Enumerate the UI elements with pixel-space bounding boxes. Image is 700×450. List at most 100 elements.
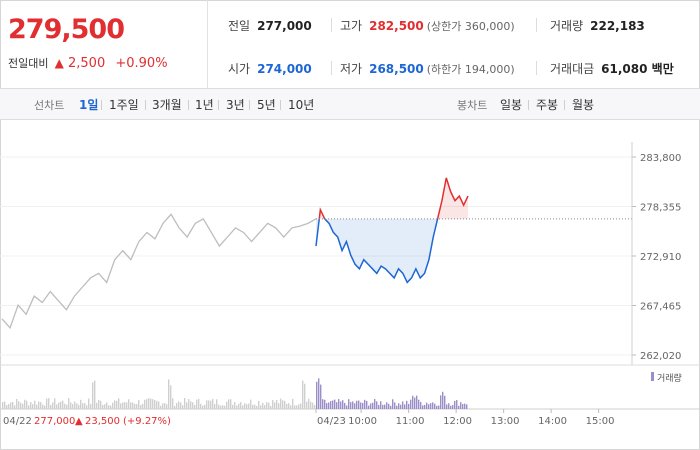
footer-date: 04/22 — [3, 416, 32, 427]
prev-volume-bar — [172, 398, 174, 409]
prev-volume-bar — [294, 405, 296, 409]
volume-bar — [398, 403, 400, 409]
volume-bar — [350, 402, 352, 409]
prev-volume-bar — [6, 405, 8, 409]
volume-bar — [334, 399, 336, 409]
x-tick-label: 13:00 — [491, 416, 520, 427]
y-tick-label: 283,800 — [640, 153, 681, 164]
prev-volume-bar — [40, 402, 42, 409]
today-series — [315, 177, 469, 284]
prev-volume-bar — [16, 398, 18, 409]
volume-bar — [430, 403, 432, 409]
low-value: 268,500 — [369, 62, 424, 76]
prev-volume-bar — [280, 398, 282, 409]
prev-volume-bar — [14, 405, 16, 409]
prev-volume-bar — [124, 402, 126, 409]
candle-weekly[interactable]: 주봉 — [536, 98, 559, 112]
divider — [249, 100, 250, 110]
prev-volume-bar — [242, 405, 244, 409]
period-3m[interactable]: 3개월 — [152, 98, 182, 112]
volume-panel — [0, 364, 700, 410]
lower-limit: (하한가 194,000) — [426, 63, 515, 76]
high-value: 282,500 — [369, 19, 424, 33]
prev-volume-bar — [144, 399, 146, 409]
volume-bar — [344, 402, 346, 409]
prev-volume-bar — [224, 405, 226, 409]
prev-volume-bar — [260, 405, 262, 409]
volume-bar — [410, 399, 412, 409]
period-1w[interactable]: 1주일 — [109, 98, 139, 112]
volume-bar — [412, 395, 414, 409]
volume-bar — [424, 404, 426, 409]
period-10y[interactable]: 10년 — [288, 98, 315, 112]
prev-volume-bar — [186, 402, 188, 409]
prev-volume-bar — [90, 404, 92, 409]
candle-monthly[interactable]: 월봉 — [572, 98, 595, 112]
period-5y[interactable]: 5년 — [257, 98, 276, 112]
up-line — [436, 177, 469, 219]
prev-volume-bar — [298, 404, 300, 409]
prev-volume-bar — [76, 403, 78, 409]
volume-bar — [422, 405, 424, 409]
prev-volume-bar — [302, 380, 304, 409]
volume-bar — [368, 405, 370, 409]
prev-volume-bar — [130, 402, 132, 409]
candle-chart-label: 봉차트 — [457, 99, 488, 112]
prev-volume-bar — [4, 401, 6, 409]
prev-day-line — [1, 213, 317, 330]
x-tick-label: 12:00 — [443, 416, 472, 427]
volume-bar — [432, 402, 434, 409]
volume-bar — [418, 399, 420, 409]
period-3y[interactable]: 3년 — [226, 98, 245, 112]
x-tick-label: 04/23 — [317, 416, 346, 427]
prev-volume-bar — [118, 398, 120, 409]
period-1d[interactable]: 1일 — [79, 98, 99, 112]
prev-volume-bar — [244, 403, 246, 409]
volume-bar — [352, 401, 354, 409]
prev-volume-bar — [304, 383, 306, 409]
volume-bar — [434, 403, 436, 409]
period-1y[interactable]: 1년 — [195, 98, 214, 112]
divider — [331, 18, 332, 32]
price-box: 279,500 전일대비 ▲ 2,500 +0.90% — [0, 0, 208, 88]
prev-volume-bar — [128, 399, 130, 409]
prev-volume-bar — [122, 402, 124, 409]
prev-volume-bar — [32, 404, 34, 409]
prev-volume-bar — [114, 400, 116, 409]
footer-change-pct: (+9.27%) — [123, 416, 171, 427]
volume-bar — [324, 399, 326, 409]
prev-volume-bar — [188, 399, 190, 409]
prev-volume-bar — [288, 403, 290, 409]
x-axis: 04/23 10:00 11:00 12:00 13:00 14:00 15:00 — [315, 409, 614, 427]
volume-bar — [336, 402, 338, 409]
prev-volume-bar — [78, 404, 80, 409]
prev-volume-bar — [24, 399, 26, 409]
prev-volume-bar — [154, 400, 156, 409]
prev-volume-bar — [28, 405, 30, 409]
volume-value: 222,183 — [590, 19, 645, 33]
change-row: 전일대비 ▲ 2,500 +0.90% — [8, 55, 168, 71]
volume-bar — [448, 403, 450, 409]
prev-volume-bar — [222, 405, 224, 409]
volume-bar — [436, 405, 438, 409]
volume-bar — [342, 400, 344, 409]
volume-bar — [366, 400, 368, 409]
quote-header: 279,500 전일대비 ▲ 2,500 +0.90% 전일 277,000 고가… — [0, 0, 700, 89]
prev-volume-bar — [278, 403, 280, 409]
candle-daily[interactable]: 일봉 — [500, 98, 523, 112]
volume-bar — [414, 397, 416, 409]
open-value: 274,000 — [257, 62, 312, 76]
prev-volume-bar — [212, 399, 214, 409]
prev-volume-bar — [88, 398, 90, 409]
prev-volume-bar — [142, 403, 144, 409]
prev-volume-bar — [136, 404, 138, 409]
volume-bar — [388, 403, 390, 409]
prev-volume-bar — [160, 405, 162, 409]
volume-label: 거래량 — [550, 19, 584, 33]
chart-toolbar: 선차트 1일 1주일 3개월 1년 3년 5년 10년 봉차트 일봉 주봉 월봉 — [0, 89, 700, 120]
prev-volume-bar — [214, 404, 216, 409]
prev-volume-bar — [210, 400, 212, 409]
volume-bar — [390, 405, 392, 409]
prev-volume-bar — [158, 401, 160, 409]
high-label: 고가 — [340, 19, 363, 33]
